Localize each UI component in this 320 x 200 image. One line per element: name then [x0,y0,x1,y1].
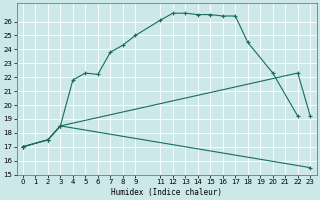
X-axis label: Humidex (Indice chaleur): Humidex (Indice chaleur) [111,188,222,197]
